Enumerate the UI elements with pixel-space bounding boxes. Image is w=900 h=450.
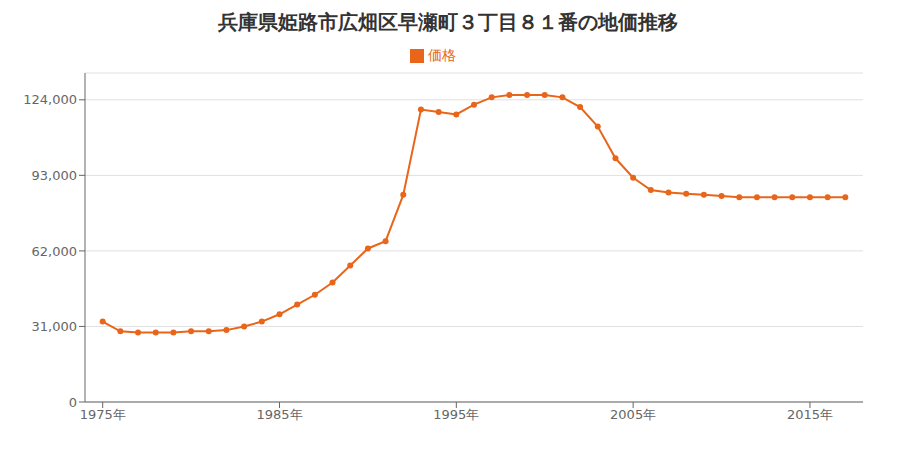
html-text:兵庫県姫路市広畑区早瀬町３丁目８１番の地価推移: 兵庫県姫路市広畑区早瀬町３丁目８１番の地価推移 (218, 10, 678, 34)
svg-text:1985年: 1985年 (256, 407, 302, 422)
svg-text:2005年: 2005年 (610, 407, 656, 422)
svg-text:124,000: 124,000 (23, 92, 77, 107)
svg-text:1995年: 1995年 (433, 407, 479, 422)
svg-text:2015年: 2015年 (787, 407, 833, 422)
html-text:価格: 価格 (428, 47, 456, 63)
svg-text:62,000: 62,000 (32, 244, 78, 259)
svg-text:31,000: 31,000 (32, 319, 78, 334)
svg-text:1975年: 1975年 (80, 407, 126, 422)
svg-text:93,000: 93,000 (32, 168, 78, 183)
svg-text:0: 0 (69, 395, 77, 410)
